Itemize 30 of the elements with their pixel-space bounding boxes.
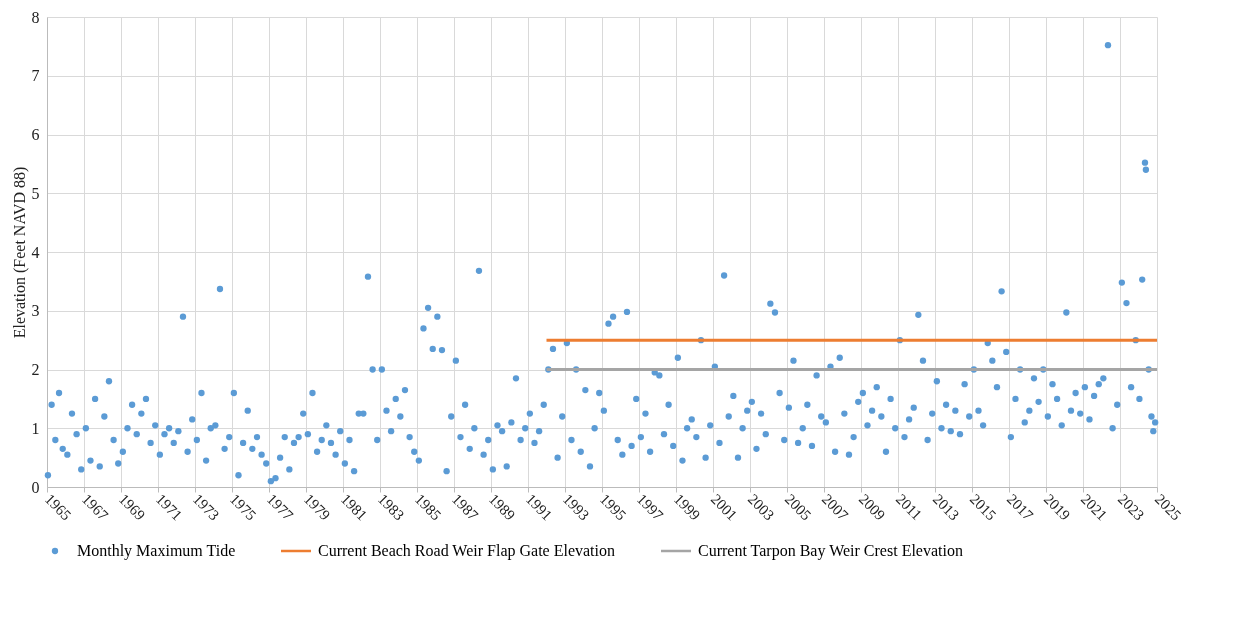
x-tick-label: 1997	[633, 490, 667, 524]
x-tick-label: 1965	[41, 490, 75, 524]
x-tick-label: 2007	[818, 490, 852, 524]
x-tick-label: 2017	[1003, 490, 1037, 524]
y-tick-label: 3	[31, 302, 40, 320]
legend-label: Current Beach Road Weir Flap Gate Elevation	[318, 542, 615, 560]
legend-label: Monthly Maximum Tide	[77, 542, 236, 560]
y-tick-label: 7	[31, 67, 40, 85]
y-tick-label: 4	[31, 243, 40, 261]
x-tick-label: 1987	[448, 490, 482, 524]
x-tick-label: 1985	[411, 490, 445, 524]
y-tick-label: 2	[31, 361, 40, 378]
y-tick-label: 6	[31, 126, 40, 143]
legend-label: Current Tarpon Bay Weir Crest Elevation	[698, 542, 963, 560]
x-tick-label: 1993	[559, 490, 593, 524]
x-tick-label: 1977	[263, 490, 297, 524]
y-tick-label: 5	[31, 184, 40, 202]
y-axis-title: Elevation (Feet NAVD 88)	[10, 166, 29, 339]
x-tick-label: 1973	[189, 490, 223, 524]
x-tick-label: 1995	[596, 490, 630, 524]
x-tick-label: 1975	[226, 490, 260, 524]
x-tick-label: 1989	[485, 490, 519, 524]
x-tick-label: 1999	[670, 490, 704, 524]
y-tick-label: 1	[31, 419, 40, 437]
y-tick-label: 0	[31, 478, 40, 496]
x-tick-label: 1983	[374, 490, 408, 524]
y-tick-label: 8	[31, 8, 40, 26]
x-tick-label: 1979	[300, 490, 334, 524]
x-tick-label: 1969	[115, 490, 149, 524]
x-tick-label: 1967	[78, 490, 112, 524]
